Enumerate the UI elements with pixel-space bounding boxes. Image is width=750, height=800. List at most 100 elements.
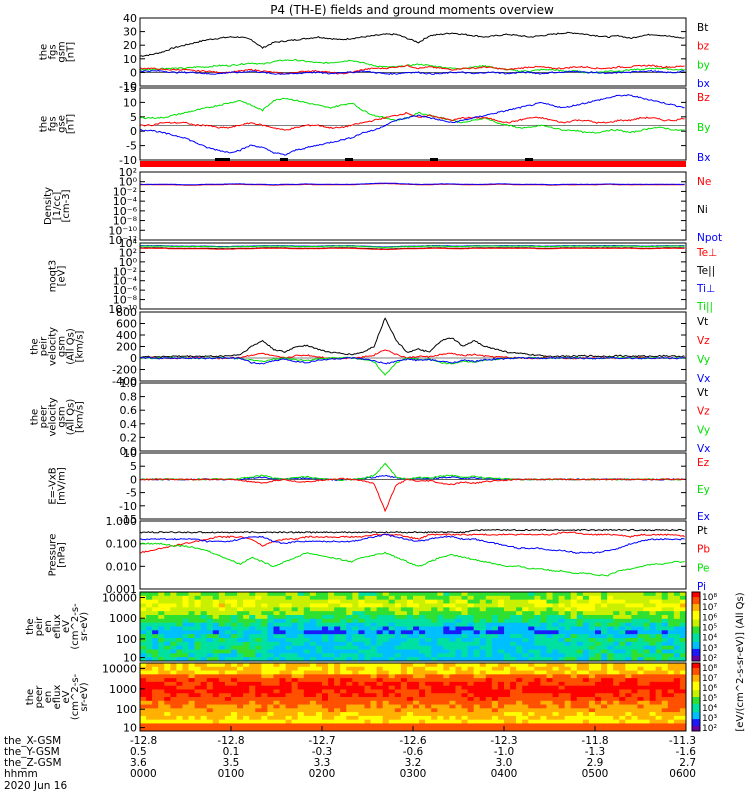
heat-cell xyxy=(522,723,529,728)
heat-cell xyxy=(140,715,147,720)
heat-cell xyxy=(510,712,517,717)
ylabel-line: the xyxy=(39,116,50,132)
heat-cell xyxy=(218,615,226,620)
heat-cell xyxy=(224,645,232,650)
ylabel-line: (All Qs) xyxy=(66,399,77,436)
heat-cell xyxy=(194,645,201,650)
heat-cell xyxy=(491,715,499,720)
heat-cell xyxy=(364,693,371,698)
heat-cell xyxy=(655,663,663,668)
heat-cell xyxy=(231,674,238,679)
heat-cell xyxy=(140,630,147,635)
heat-cell xyxy=(388,603,396,608)
heat-cell xyxy=(510,670,517,675)
heat-cell xyxy=(140,653,147,658)
heat-cell xyxy=(182,693,189,698)
heat-cell xyxy=(613,678,620,683)
heat-cell xyxy=(261,638,268,643)
heat-cell xyxy=(261,693,268,698)
panel-4-ylabel: moqt3[eV] xyxy=(48,260,68,293)
heat-cell xyxy=(613,697,620,702)
heat-cell xyxy=(243,712,250,717)
heat-cell xyxy=(449,599,456,604)
heat-cell xyxy=(546,670,553,675)
heat-cell xyxy=(601,592,608,597)
heat-cell xyxy=(504,697,511,702)
heat-cell xyxy=(164,626,171,631)
heat-cell xyxy=(176,712,183,717)
heat-cell xyxy=(255,653,262,658)
heat-cell xyxy=(334,630,341,635)
heat-cell xyxy=(334,674,341,679)
heat-cell xyxy=(358,727,365,732)
mode-mark xyxy=(280,158,288,161)
heat-cell xyxy=(570,674,578,679)
heat-cell xyxy=(243,649,250,654)
heat-cell xyxy=(200,700,208,705)
heat-cell xyxy=(152,618,159,623)
heat-cell xyxy=(140,719,147,724)
heat-cell xyxy=(431,697,438,702)
heat-cell xyxy=(200,663,208,668)
heat-cell xyxy=(358,697,365,702)
heat-cell xyxy=(546,715,553,720)
heat-cell xyxy=(376,657,383,662)
heat-cell xyxy=(328,685,335,690)
heat-cell xyxy=(431,630,438,635)
heat-cell xyxy=(218,611,226,616)
heat-cell xyxy=(194,603,201,608)
heat-cell xyxy=(510,649,517,654)
heat-cell xyxy=(679,727,687,732)
heat-cell xyxy=(643,708,650,713)
heat-cell xyxy=(643,645,650,650)
heat-cell xyxy=(322,626,329,631)
heat-cell xyxy=(406,727,414,732)
heat-cell xyxy=(291,666,299,671)
heat-cell xyxy=(206,649,214,654)
heat-cell xyxy=(570,689,578,694)
heat-cell xyxy=(364,715,371,720)
heat-cell xyxy=(164,663,171,668)
heat-cell xyxy=(352,599,359,604)
heat-cell xyxy=(303,611,311,616)
heat-cell xyxy=(516,670,523,675)
heat-cell xyxy=(431,666,438,671)
heat-cell xyxy=(552,727,559,732)
heat-cell xyxy=(194,607,201,612)
heat-cell xyxy=(437,678,444,683)
colorbar-swatch xyxy=(692,612,700,615)
heat-cell xyxy=(473,626,481,631)
heat-cell xyxy=(552,657,559,662)
heat-cell xyxy=(607,618,614,623)
heat-cell xyxy=(473,657,481,662)
heat-cell xyxy=(237,700,244,705)
heat-cell xyxy=(237,641,244,646)
heat-cell xyxy=(504,727,511,732)
heat-cell xyxy=(437,595,444,600)
heat-cell xyxy=(255,700,262,705)
heat-cell xyxy=(285,727,292,732)
heat-cell xyxy=(413,708,420,713)
heat-cell xyxy=(522,678,529,683)
heat-cell xyxy=(576,641,584,646)
heat-cell xyxy=(595,715,602,720)
heat-cell xyxy=(595,712,602,717)
heat-cell xyxy=(279,622,286,627)
heat-cell xyxy=(358,603,365,608)
heat-cell xyxy=(473,689,481,694)
heat-cell xyxy=(485,630,493,635)
heat-cell xyxy=(140,689,147,694)
heat-cell xyxy=(649,681,656,686)
heat-cell xyxy=(273,649,280,654)
heat-cell xyxy=(328,708,335,713)
heat-cell xyxy=(315,712,323,717)
heat-cell xyxy=(497,599,505,604)
heat-cell xyxy=(206,630,214,635)
heat-cell xyxy=(449,685,456,690)
heat-cell xyxy=(164,618,171,623)
colorbar-tick: 10⁷ xyxy=(702,674,717,684)
heat-cell xyxy=(146,723,153,728)
heat-cell xyxy=(406,700,414,705)
ytick-label: 10 xyxy=(123,53,137,66)
heat-cell xyxy=(394,689,402,694)
